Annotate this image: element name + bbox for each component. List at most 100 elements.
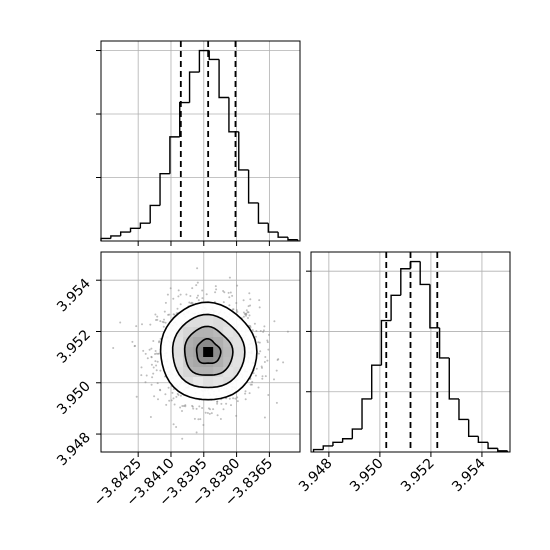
scatter-point [184,404,187,407]
scatter-point [201,297,204,300]
scatter-point [244,392,247,395]
scatter-point [179,406,182,409]
scatter-point [267,348,270,351]
scatter-point [275,401,278,404]
scatter-point [259,330,262,332]
density-cell [213,377,224,387]
histogram-bin [287,237,298,241]
scatter-point [208,412,211,415]
scatter-point [195,431,198,434]
scatter-point [236,310,239,313]
scatter-point [258,341,261,344]
scatter-point [159,320,162,323]
scatter-point [177,289,180,292]
density-cell [213,317,224,327]
density-cell [213,337,224,347]
axes-frame [100,40,301,242]
density-cell [223,347,234,357]
scatter-point [206,412,209,414]
density-cell [203,327,214,337]
density-cell [183,367,194,377]
density-cell [193,357,204,367]
density-cell [193,377,204,387]
density-cell [213,347,224,357]
scatter-point [163,318,165,321]
scatter-point [273,378,275,381]
scatter-point [199,418,202,421]
scatter-point [150,363,153,366]
scatter-point [172,423,175,426]
histogram-bin [448,357,459,400]
histogram-bin [110,235,121,239]
scatter-point [154,350,157,352]
scatter-point [249,304,252,307]
scatter-point [154,353,156,355]
histogram-bin [169,136,180,174]
histogram-bin [429,284,440,329]
density-cell [233,337,244,347]
scatter-point [159,369,162,372]
scatter-point [196,281,199,284]
histogram-bin [332,441,343,446]
scatter-point [212,408,215,411]
histogram-bin [267,223,279,233]
scatter-point [216,400,219,403]
scatter-point [156,318,159,321]
axes-frame [310,251,511,453]
scatter-point [119,321,122,324]
scatter-point [249,298,252,301]
scatter-point [232,308,235,311]
density-peak [203,347,214,357]
density-cell [203,337,214,347]
scatter-point [276,359,279,361]
scatter-point [151,376,154,379]
scatter-point [148,348,151,351]
scatter-point [267,394,270,396]
scatter-point [181,405,184,407]
scatter-point [259,350,262,353]
scatter-point [263,361,266,363]
scatter-point [198,405,201,408]
scatter-point [157,398,159,401]
histogram-bin [467,419,479,438]
scatter-point [140,366,143,369]
scatter-point [112,347,115,349]
scatter-point [164,393,167,396]
scatter-point [262,329,265,332]
scatter-point [235,414,238,417]
scatter-point [251,380,254,383]
scatter-point [216,414,219,417]
scatter-point [181,410,183,412]
histogram-bin [487,442,498,450]
histogram-bin [438,327,450,359]
scatter-point [140,374,143,377]
scatter-point [220,402,223,405]
histogram-bin [139,222,151,229]
scatter-point [262,330,265,333]
scatter-point [229,291,232,294]
scatter-point [242,299,245,302]
scatter-point [202,424,205,426]
scatter-point [249,326,252,329]
histogram-bin [179,101,190,137]
histogram-bin [351,428,363,439]
scatter-point [175,395,178,398]
x-tick-label: 3.954 [449,455,489,495]
histogram-panel-param-2: 3.948 3.950 3.952 3.954 [296,251,511,495]
scatter-point [261,366,263,369]
histogram-bin [208,50,220,61]
scatter-point [214,291,217,294]
density-cell [203,317,214,327]
scatter-point [167,313,170,316]
joint-scatter-contour-panel: −3.8425−3.8410−3.8395−3.8380−3.83653.948… [54,251,301,510]
y-tick-label: 3.948 [54,430,94,470]
contour-line [195,338,222,365]
scatter-point [172,397,175,400]
histogram-bin [380,319,392,366]
density-cell [173,337,184,347]
histogram-bin [371,364,382,399]
scatter-point [228,304,231,307]
scatter-point [149,323,152,326]
scatter-point [257,341,260,344]
scatter-point [222,408,225,411]
